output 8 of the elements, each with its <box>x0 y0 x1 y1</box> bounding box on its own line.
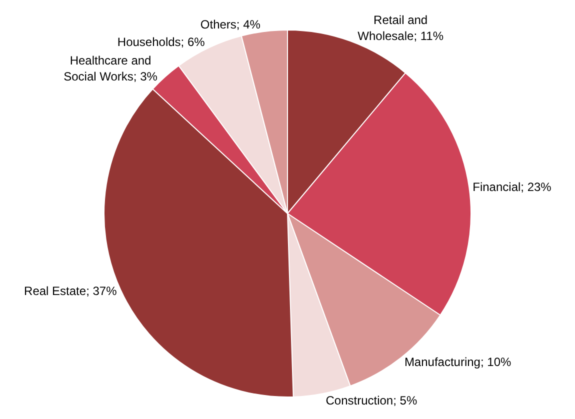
slice-label: Financial; 23% <box>472 180 552 194</box>
slice-label: Real Estate; 37% <box>24 284 118 298</box>
slice-label: Manufacturing; 10% <box>404 355 512 370</box>
slice-label: Retail and Wholesale; 11% <box>358 13 444 43</box>
slice-label: Healthcare and Social Works; 3% <box>64 54 158 84</box>
slice-label: Others; 4% <box>200 18 261 32</box>
slice-label: Construction; 5% <box>326 393 418 408</box>
slice-label: Households; 6% <box>117 35 206 50</box>
